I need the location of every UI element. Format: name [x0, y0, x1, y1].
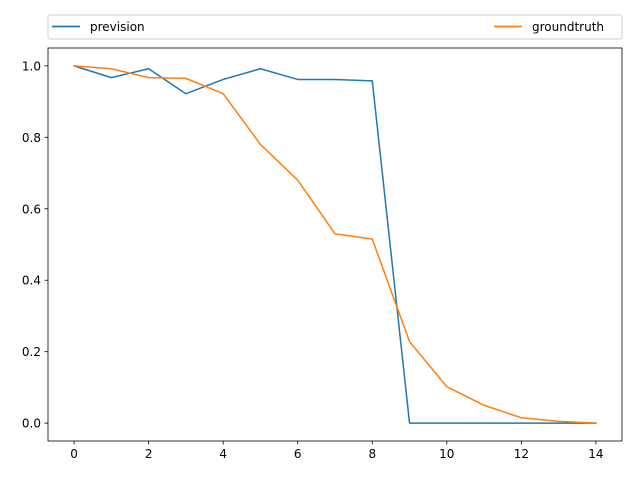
legend-label-prevision: prevision	[90, 20, 145, 34]
y-tick-label: 0.2	[22, 345, 41, 359]
legend: prevision groundtruth	[47, 14, 623, 40]
plot-area	[48, 48, 622, 441]
x-tick-label: 10	[439, 447, 454, 461]
y-tick-label: 0.0	[22, 417, 41, 431]
legend-box	[47, 14, 623, 40]
plot-frame	[47, 47, 623, 442]
x-tick-label: 0	[70, 447, 78, 461]
axis-ticks: 0 2 4 6 8 10 12 14 0.0 0.2 0.4 0.6 0.8 1.0	[22, 59, 604, 461]
x-tick-label: 8	[368, 447, 376, 461]
y-tick-label: 0.4	[22, 274, 41, 288]
x-tick-label: 6	[294, 447, 302, 461]
series-line-groundtruth	[73, 65, 597, 424]
x-tick-label: 14	[588, 447, 603, 461]
y-tick-label: 0.8	[22, 131, 41, 145]
x-tick-label: 4	[219, 447, 227, 461]
series-lines	[73, 64, 597, 424]
x-tick-label: 12	[514, 447, 529, 461]
y-tick-label: 0.6	[22, 202, 41, 216]
series-line-prevision	[73, 64, 597, 424]
legend-label-groundtruth: groundtruth	[532, 20, 604, 34]
y-tick-label: 1.0	[22, 59, 41, 73]
x-tick-label: 2	[145, 447, 153, 461]
